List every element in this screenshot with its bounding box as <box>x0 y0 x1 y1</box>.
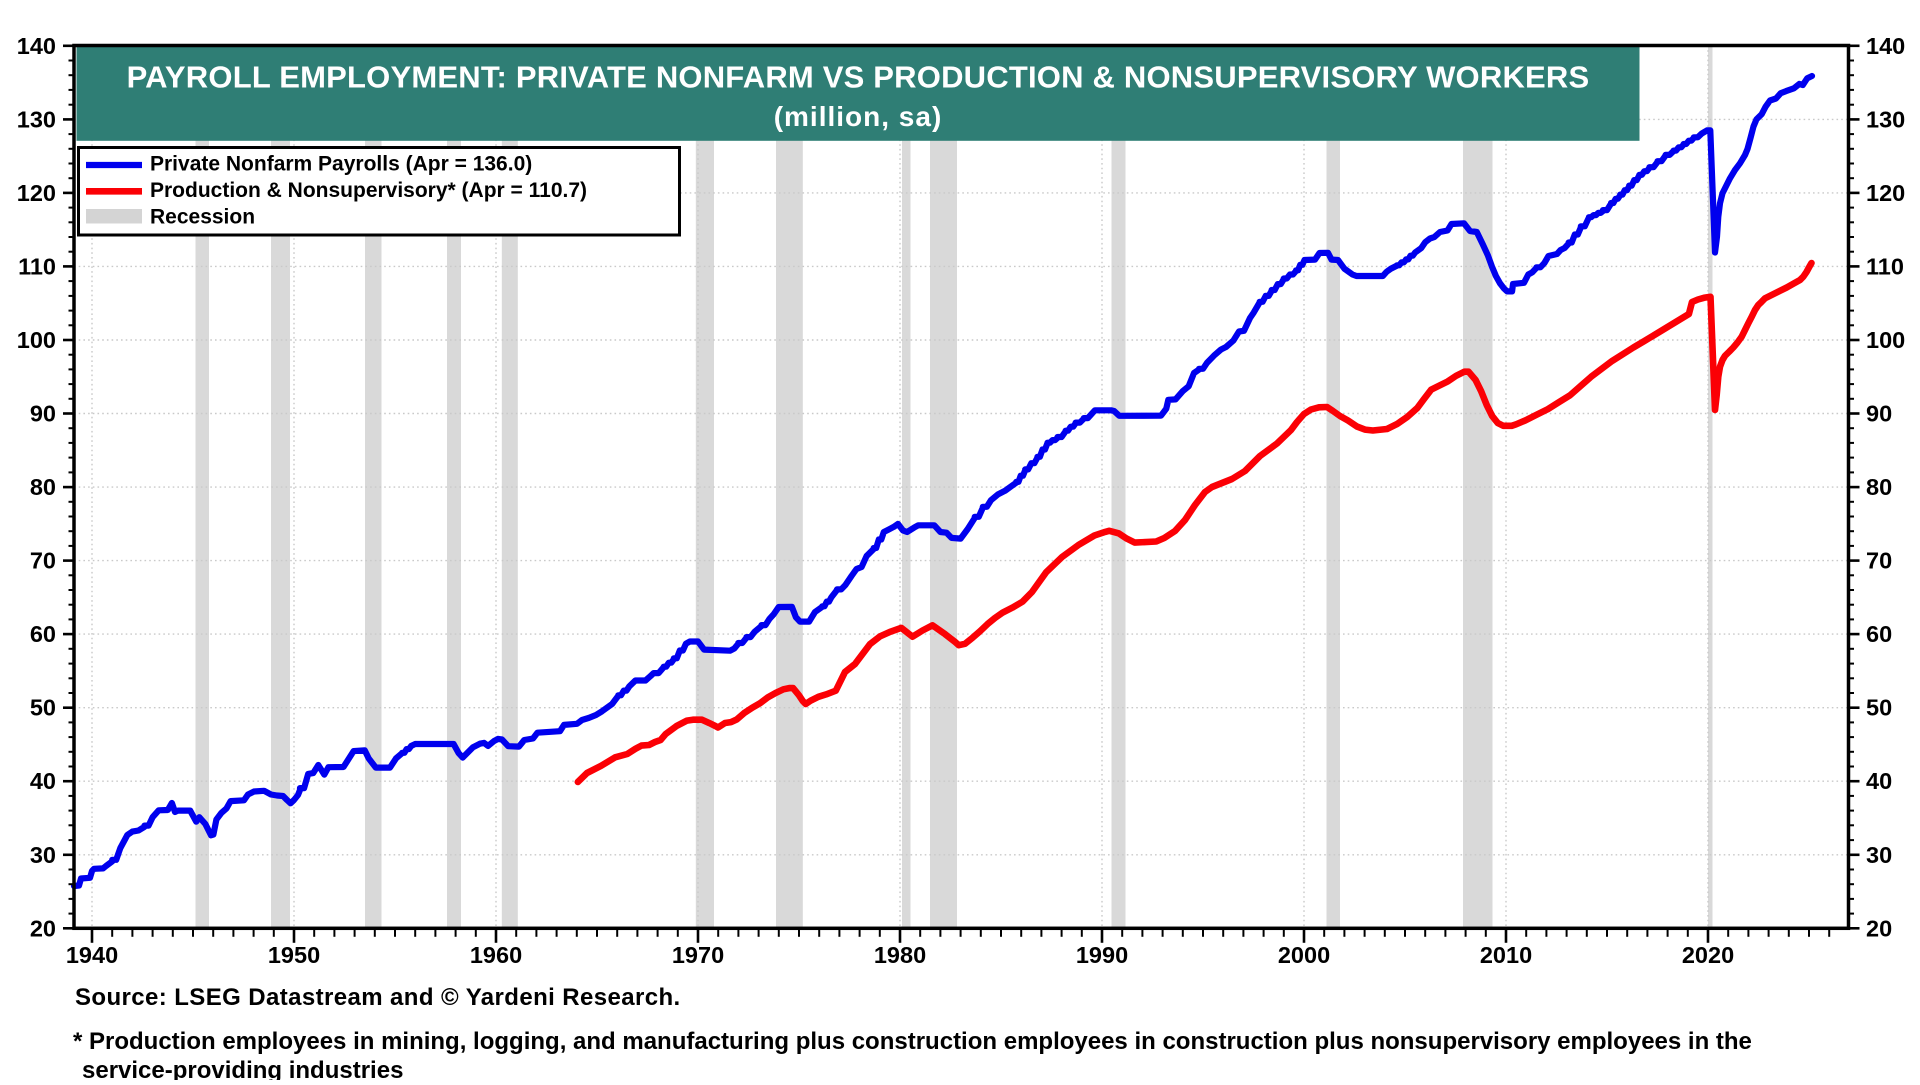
svg-text:140: 140 <box>1866 33 1905 59</box>
svg-text:40: 40 <box>1866 768 1892 794</box>
svg-text:* Production employees in mini: * Production employees in mining, loggin… <box>73 1028 1752 1055</box>
svg-text:120: 120 <box>1866 180 1905 206</box>
svg-text:60: 60 <box>30 621 56 647</box>
svg-text:20: 20 <box>1866 915 1892 941</box>
svg-text:40: 40 <box>30 768 56 794</box>
svg-text:90: 90 <box>30 401 56 427</box>
svg-text:60: 60 <box>1866 621 1892 647</box>
svg-text:1960: 1960 <box>470 942 522 968</box>
svg-text:1950: 1950 <box>268 942 320 968</box>
svg-text:1980: 1980 <box>874 942 926 968</box>
svg-text:2000: 2000 <box>1278 942 1330 968</box>
svg-text:110: 110 <box>18 253 56 279</box>
svg-text:50: 50 <box>30 695 56 721</box>
svg-text:2020: 2020 <box>1682 942 1734 968</box>
svg-text:120: 120 <box>17 180 56 206</box>
svg-text:1940: 1940 <box>66 942 118 968</box>
svg-text:130: 130 <box>1866 106 1905 132</box>
svg-text:50: 50 <box>1866 695 1892 721</box>
svg-text:110: 110 <box>1866 253 1904 279</box>
svg-text:70: 70 <box>30 548 56 574</box>
svg-text:2010: 2010 <box>1480 942 1532 968</box>
svg-text:Source: LSEG Datastream and ©: Source: LSEG Datastream and © Yardeni Re… <box>75 984 681 1011</box>
svg-text:Production & Nonsupervisory* (: Production & Nonsupervisory* (Apr = 110.… <box>150 179 587 202</box>
svg-text:30: 30 <box>1866 842 1892 868</box>
svg-text:Recession: Recession <box>150 206 255 229</box>
svg-text:140: 140 <box>17 33 56 59</box>
svg-text:130: 130 <box>17 106 56 132</box>
svg-text:1970: 1970 <box>672 942 724 968</box>
svg-text:20: 20 <box>30 915 56 941</box>
svg-text:100: 100 <box>1866 327 1905 353</box>
svg-text:30: 30 <box>30 842 56 868</box>
svg-text:70: 70 <box>1866 548 1892 574</box>
svg-text:90: 90 <box>1866 401 1892 427</box>
svg-text:100: 100 <box>17 327 56 353</box>
svg-text:80: 80 <box>30 474 56 500</box>
svg-text:Private Nonfarm Payrolls (Apr: Private Nonfarm Payrolls (Apr = 136.0) <box>150 153 532 176</box>
svg-text:PAYROLL EMPLOYMENT: PRIVATE NO: PAYROLL EMPLOYMENT: PRIVATE NONFARM VS P… <box>127 60 1590 95</box>
svg-text:service-providing industries: service-providing industries <box>82 1057 403 1080</box>
svg-text:80: 80 <box>1866 474 1892 500</box>
svg-text:(million, sa): (million, sa) <box>774 101 943 132</box>
svg-text:1990: 1990 <box>1076 942 1128 968</box>
